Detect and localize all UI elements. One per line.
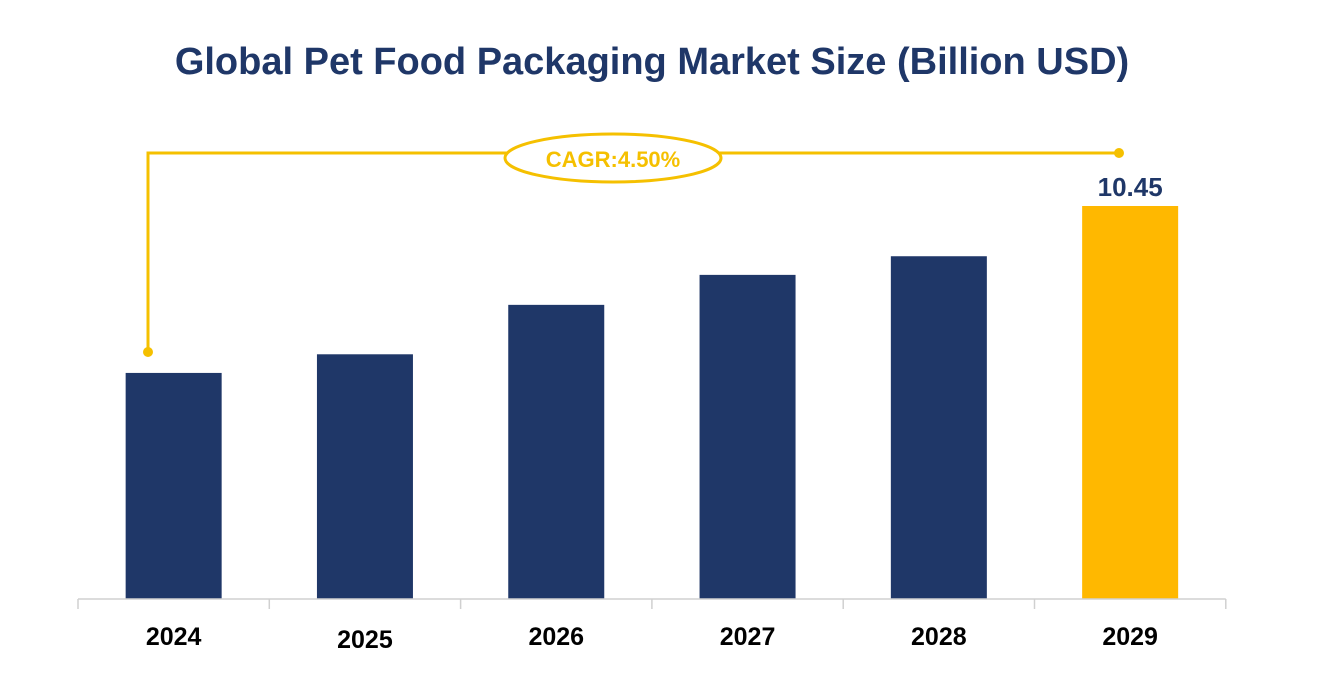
- chart-title: Global Pet Food Packaging Market Size (B…: [175, 41, 1129, 83]
- cagr-annotation: CAGR:4.50%: [143, 132, 1124, 357]
- cagr-connector-line: [146, 151, 1119, 352]
- cagr-ellipse: [503, 132, 723, 184]
- x-tick-label-2026: 2026: [528, 623, 584, 651]
- x-tick-label-2029: 2029: [1102, 623, 1158, 651]
- bar-2026: [508, 304, 605, 599]
- bar-2029: [1082, 206, 1179, 599]
- cagr-end-dot: [1114, 148, 1124, 158]
- x-tick-label-2028: 2028: [911, 623, 967, 651]
- bar-2024: [125, 372, 222, 599]
- bar-2025: [316, 354, 413, 599]
- cagr-label: CAGR:4.50%: [546, 147, 680, 172]
- data-label-2029: 10.45: [1098, 172, 1163, 202]
- x-tick-label-2025: 2025: [337, 626, 393, 654]
- x-tick-label-2024: 2024: [146, 623, 202, 651]
- bar-2028: [890, 256, 987, 599]
- cagr-start-dot: [143, 347, 153, 357]
- bar-2027: [699, 274, 796, 599]
- x-tick-label-2027: 2027: [720, 623, 776, 651]
